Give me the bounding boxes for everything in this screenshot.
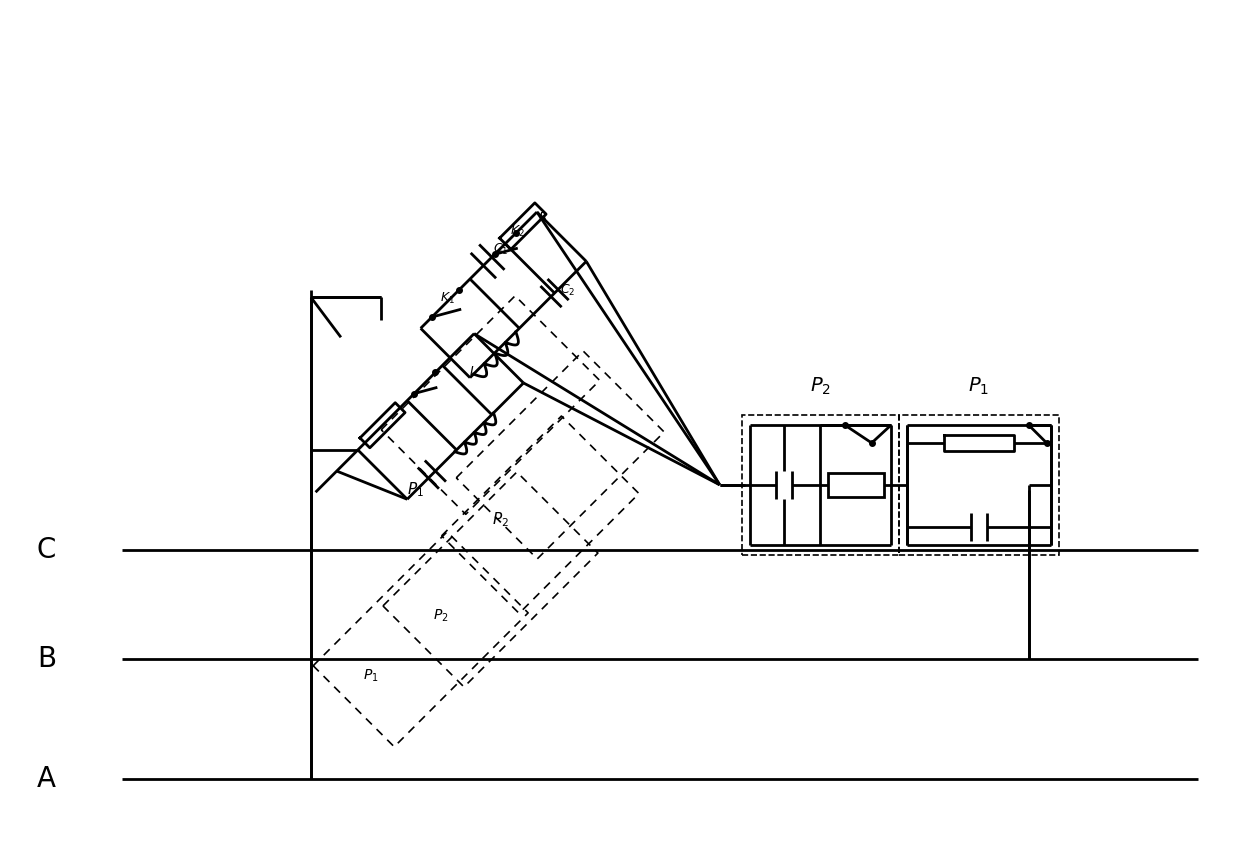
Text: A: A bbox=[37, 765, 56, 793]
Bar bbox=[742, 415, 899, 555]
Text: C: C bbox=[37, 535, 56, 563]
Text: $P_1$: $P_1$ bbox=[968, 376, 990, 397]
Text: $R$: $R$ bbox=[538, 211, 547, 224]
Text: $P_2$: $P_2$ bbox=[492, 511, 508, 529]
Text: $P_2$: $P_2$ bbox=[433, 608, 449, 624]
Text: $P_1$: $P_1$ bbox=[407, 481, 424, 500]
Text: $C_2$: $C_2$ bbox=[559, 283, 575, 298]
Text: $C_1$: $C_1$ bbox=[492, 242, 508, 256]
Text: $P_2$: $P_2$ bbox=[810, 376, 831, 397]
Text: $K_2$: $K_2$ bbox=[510, 224, 525, 239]
Text: $P_1$: $P_1$ bbox=[363, 667, 378, 683]
Bar bbox=[828, 473, 884, 497]
Bar bbox=[899, 415, 1059, 555]
Text: $L$: $L$ bbox=[470, 365, 477, 378]
Text: $K_1$: $K_1$ bbox=[440, 291, 455, 306]
Text: B: B bbox=[37, 645, 56, 673]
